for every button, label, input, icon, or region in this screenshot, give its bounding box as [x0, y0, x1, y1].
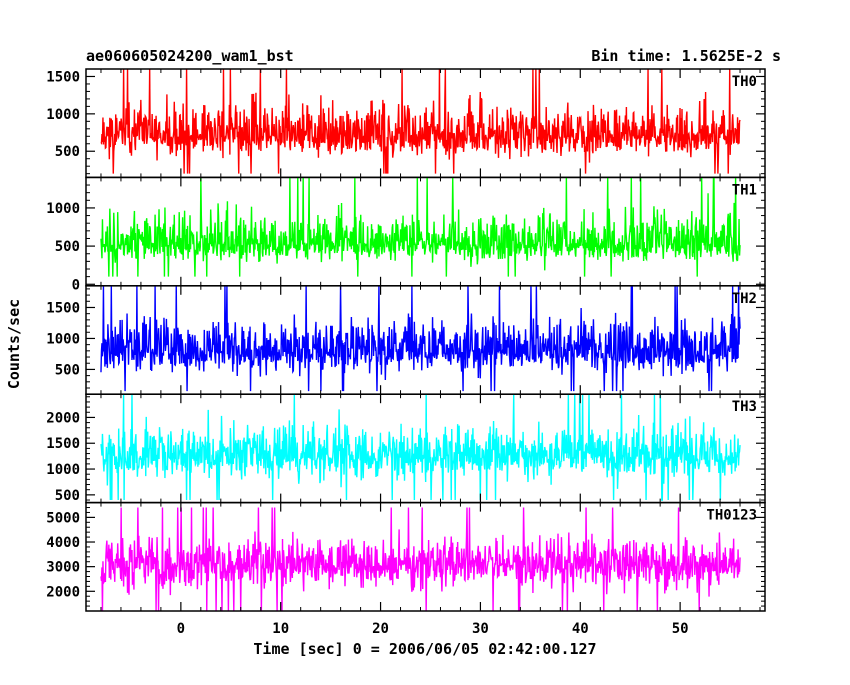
y-axis-title: Counts/sec — [5, 299, 23, 389]
panel-label-th0123: TH0123 — [706, 508, 757, 524]
y-tick-label: 1500 — [46, 69, 80, 85]
x-tick-label: 40 — [572, 621, 589, 637]
series-trace-th2 — [100, 285, 741, 392]
y-tick-label: 1500 — [46, 300, 80, 316]
series-trace-th0123 — [100, 507, 741, 612]
panel-label-th2: TH2 — [732, 291, 757, 307]
panel-th0123: 2000 3000 4000 5000 TH0123 — [46, 501, 766, 612]
panel-th2: 500 1000 1500 TH2 — [46, 285, 766, 395]
y-tick-label: 1000 — [46, 331, 80, 347]
chart-title: ae060605024200_wam1_bst — [86, 47, 294, 65]
x-tick-label: 50 — [672, 621, 689, 637]
panel-th3: 500 1000 1500 2000 TH3 — [46, 393, 766, 504]
x-tick-label: 0 — [177, 621, 185, 637]
y-tick-label: 2000 — [46, 410, 80, 426]
y-tick-label: 500 — [55, 488, 80, 504]
panel-th0: 500 1000 1500 TH0 — [46, 68, 766, 179]
y-tick-label: 1500 — [46, 436, 80, 452]
panel-th1: 0 500 1000 TH1 — [46, 176, 766, 293]
y-tick-label: 1000 — [46, 462, 80, 478]
y-tick-label: 500 — [55, 144, 80, 160]
series-trace-th1 — [100, 177, 741, 277]
bin-time-label: Bin time: 1.5625E-2 s — [591, 47, 781, 65]
panel-label-th3: TH3 — [732, 399, 757, 415]
y-tick-label: 500 — [55, 362, 80, 378]
x-tick-label: 10 — [272, 621, 289, 637]
panel-label-th1: TH1 — [732, 182, 757, 198]
y-tick-label: 4000 — [46, 535, 80, 551]
x-tick-label: 20 — [372, 621, 389, 637]
series-trace-th0 — [100, 69, 741, 174]
y-tick-label: 5000 — [46, 510, 80, 526]
series-trace-th3 — [100, 394, 741, 501]
y-tick-label: 1000 — [46, 201, 80, 217]
y-tick-label: 1000 — [46, 107, 80, 123]
x-axis-title: Time [sec] 0 = 2006/06/05 02:42:00.127 — [253, 640, 596, 658]
y-tick-label: 0 — [72, 277, 80, 293]
y-tick-label: 500 — [55, 239, 80, 255]
panel-label-th0: TH0 — [732, 74, 757, 90]
y-tick-label: 2000 — [46, 584, 80, 600]
x-tick-label: 30 — [472, 621, 489, 637]
y-tick-label: 3000 — [46, 560, 80, 576]
